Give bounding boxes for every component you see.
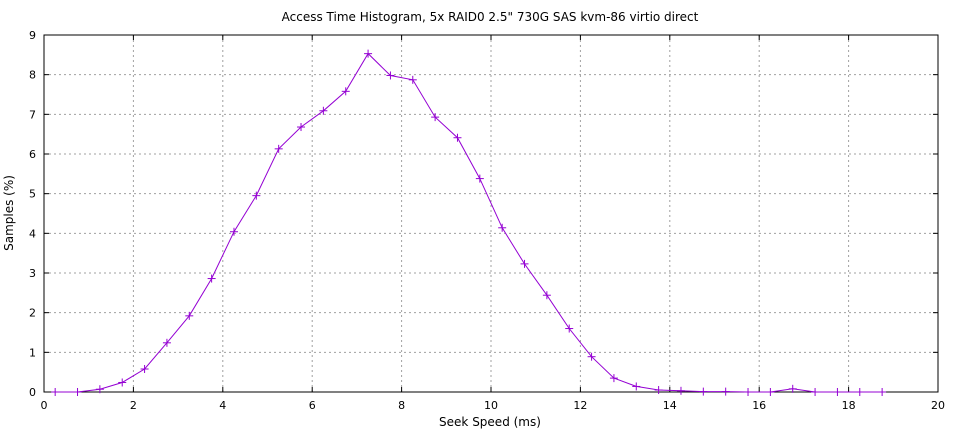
data-point-marker [878, 388, 887, 396]
y-axis-title: Samples (%) [2, 175, 16, 251]
series-line [55, 52, 883, 393]
data-point-marker [229, 227, 238, 236]
data-point-marker [453, 133, 462, 142]
y-tick-label: 4 [29, 227, 36, 240]
data-point-marker [118, 378, 127, 387]
data-point-marker [811, 388, 820, 396]
x-tick-label: 2 [130, 399, 137, 412]
x-axis-title: Seek Speed (ms) [439, 415, 541, 429]
y-tick-label: 6 [29, 148, 36, 161]
data-point-marker [319, 106, 328, 115]
data-point-marker [73, 388, 82, 396]
y-tick-label: 8 [29, 69, 36, 82]
x-tick-label: 14 [663, 399, 677, 412]
x-tick-label: 8 [398, 399, 405, 412]
y-tick-label: 0 [29, 386, 36, 399]
x-tick-label: 10 [484, 399, 498, 412]
data-point-marker [185, 311, 194, 320]
y-tick-label: 2 [29, 307, 36, 320]
data-point-marker [207, 274, 216, 283]
x-tick-label: 4 [219, 399, 226, 412]
data-point-marker [431, 113, 440, 122]
data-point-marker [609, 374, 618, 383]
chart-title: Access Time Histogram, 5x RAID0 2.5" 730… [282, 10, 699, 24]
data-point-marker [475, 174, 484, 183]
data-point-marker [855, 388, 864, 396]
data-point-marker [676, 386, 685, 395]
data-point-marker [788, 384, 797, 393]
data-point-marker [587, 352, 596, 361]
x-tick-label: 6 [309, 399, 316, 412]
data-point-marker [565, 324, 574, 333]
y-tick-label: 1 [29, 346, 36, 359]
plot-frame [43, 34, 939, 393]
data-point-marker [162, 338, 171, 347]
data-point-marker [744, 388, 753, 396]
data-point-marker [297, 123, 306, 132]
y-tick-label: 7 [29, 108, 36, 121]
data-point-marker [721, 387, 730, 396]
data-point-marker [274, 144, 283, 153]
data-point-marker [542, 291, 551, 300]
data-point-marker [386, 71, 395, 80]
data-point-marker [520, 259, 529, 268]
data-point-marker [364, 49, 373, 58]
data-point-marker [95, 385, 104, 394]
x-tick-label: 16 [752, 399, 766, 412]
data-point-marker [766, 388, 775, 396]
data-point-marker [498, 223, 507, 232]
data-point-marker [252, 191, 261, 200]
data-point-marker [51, 388, 60, 396]
data-point-marker [632, 382, 641, 391]
grid-layer [44, 35, 938, 392]
data-point-marker [833, 388, 842, 396]
data-point-marker [408, 75, 417, 84]
data-point-marker [140, 364, 149, 373]
y-tick-label: 9 [29, 29, 36, 42]
data-point-marker [654, 386, 663, 395]
y-tick-label: 5 [29, 188, 36, 201]
y-tick-label: 3 [29, 267, 36, 280]
x-tick-label: 20 [931, 399, 945, 412]
x-tick-label: 18 [842, 399, 856, 412]
x-tick-label: 0 [41, 399, 48, 412]
data-point-marker [341, 87, 350, 96]
series-layer [51, 49, 887, 396]
data-point-marker [699, 387, 708, 396]
x-tick-label: 12 [573, 399, 587, 412]
